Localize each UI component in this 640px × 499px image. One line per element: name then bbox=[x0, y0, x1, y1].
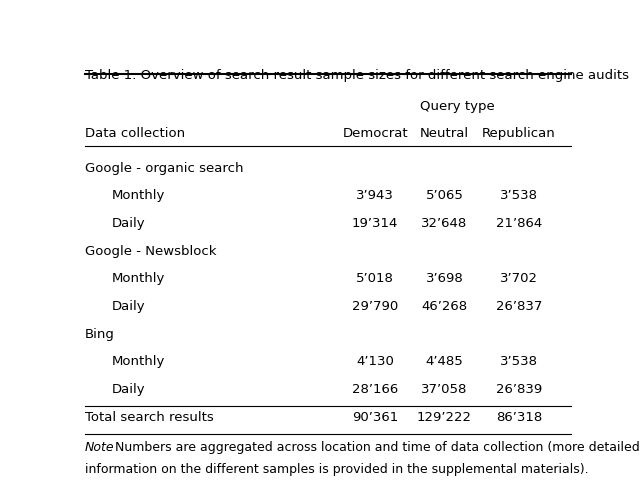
Text: Google - Newsblock: Google - Newsblock bbox=[85, 245, 216, 257]
Text: Monthly: Monthly bbox=[112, 189, 166, 203]
Text: 26’839: 26’839 bbox=[496, 383, 542, 396]
Text: 28’166: 28’166 bbox=[352, 383, 398, 396]
Text: 90’361: 90’361 bbox=[352, 411, 398, 424]
Text: information on the different samples is provided in the supplemental materials).: information on the different samples is … bbox=[85, 463, 589, 476]
Text: 46’268: 46’268 bbox=[422, 300, 468, 313]
Text: 129’222: 129’222 bbox=[417, 411, 472, 424]
Text: Daily: Daily bbox=[112, 383, 146, 396]
Text: 3’702: 3’702 bbox=[500, 272, 538, 285]
Text: 21’864: 21’864 bbox=[496, 217, 542, 230]
Text: 3’943: 3’943 bbox=[356, 189, 394, 203]
Text: Table 1. Overview of search result sample sizes for different search engine audi: Table 1. Overview of search result sampl… bbox=[85, 69, 629, 82]
Text: 32’648: 32’648 bbox=[421, 217, 468, 230]
Text: Daily: Daily bbox=[112, 217, 146, 230]
Text: Monthly: Monthly bbox=[112, 272, 166, 285]
Text: Google - organic search: Google - organic search bbox=[85, 162, 243, 175]
Text: Republican: Republican bbox=[482, 127, 556, 140]
Text: Query type: Query type bbox=[420, 100, 494, 113]
Text: 19’314: 19’314 bbox=[352, 217, 398, 230]
Text: 4’485: 4’485 bbox=[426, 355, 463, 368]
Text: Total search results: Total search results bbox=[85, 411, 214, 424]
Text: 4’130: 4’130 bbox=[356, 355, 394, 368]
Text: Democrat: Democrat bbox=[342, 127, 408, 140]
Text: 3’538: 3’538 bbox=[500, 189, 538, 203]
Text: Neutral: Neutral bbox=[420, 127, 469, 140]
Text: 5’018: 5’018 bbox=[356, 272, 394, 285]
Text: 3’698: 3’698 bbox=[426, 272, 463, 285]
Text: 3’538: 3’538 bbox=[500, 355, 538, 368]
Text: Data collection: Data collection bbox=[85, 127, 185, 140]
Text: Daily: Daily bbox=[112, 300, 146, 313]
Text: Note: Note bbox=[85, 441, 115, 454]
Text: 29’790: 29’790 bbox=[352, 300, 398, 313]
Text: 37’058: 37’058 bbox=[421, 383, 468, 396]
Text: 5’065: 5’065 bbox=[426, 189, 463, 203]
Text: 86’318: 86’318 bbox=[496, 411, 542, 424]
Text: 26’837: 26’837 bbox=[496, 300, 542, 313]
Text: . Numbers are aggregated across location and time of data collection (more detai: . Numbers are aggregated across location… bbox=[107, 441, 639, 454]
Text: Bing: Bing bbox=[85, 328, 115, 341]
Text: Monthly: Monthly bbox=[112, 355, 166, 368]
